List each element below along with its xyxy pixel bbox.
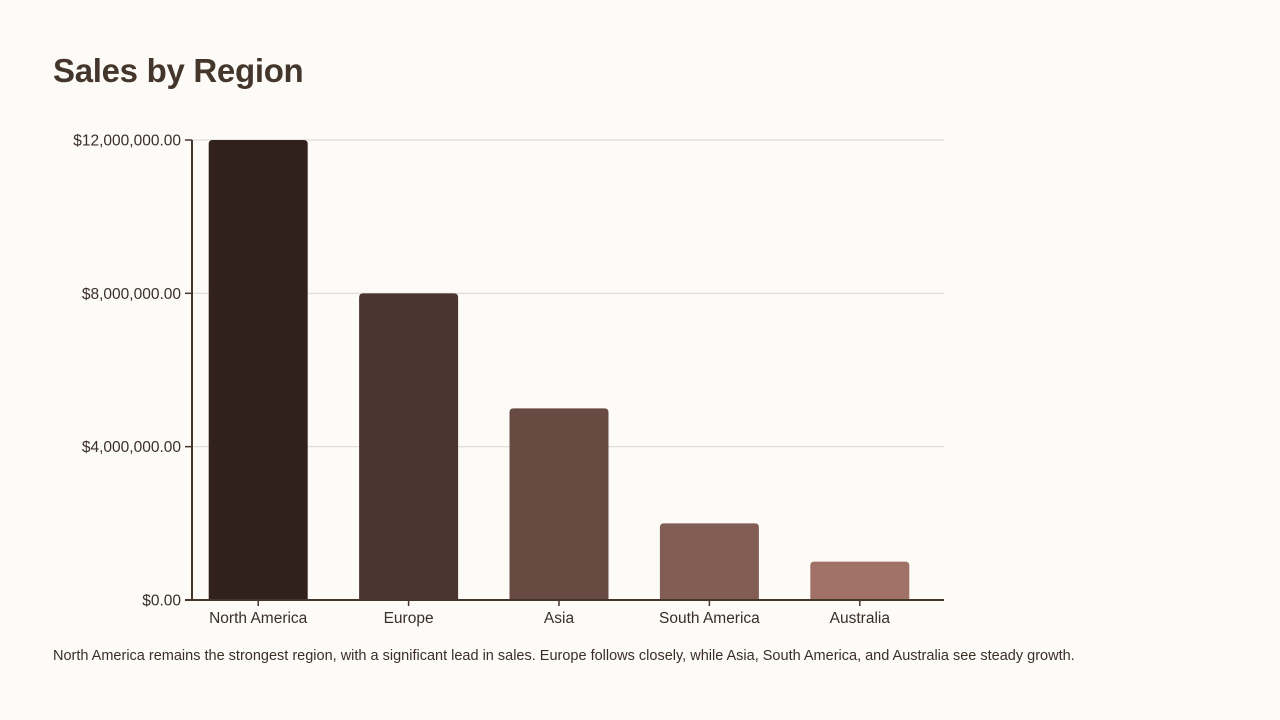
- bar-north-america: [208, 140, 308, 600]
- bar-europe: [359, 293, 459, 600]
- bar-australia: [810, 561, 910, 600]
- x-tick-label: North America: [209, 610, 308, 627]
- axes: [185, 139, 944, 606]
- chart-caption: North America remains the strongest regi…: [53, 648, 1075, 664]
- y-tick-label: $0.00: [142, 593, 181, 610]
- x-tick-label: Asia: [544, 610, 575, 627]
- tick-labels: $0.00 $4,000,000.00 $8,000,000.00 $12,000,0…: [73, 133, 890, 628]
- x-tick-label: Australia: [830, 610, 891, 627]
- page-title: Sales by Region: [53, 52, 304, 89]
- bar-south-america: [659, 523, 759, 600]
- bars: [208, 140, 910, 600]
- x-tick-label: Europe: [384, 610, 434, 627]
- bar-asia: [509, 408, 609, 600]
- y-tick-label: $12,000,000.00: [73, 133, 181, 150]
- x-tick-label: South America: [659, 610, 760, 627]
- y-tick-label: $4,000,000.00: [82, 439, 182, 456]
- y-tick-label: $8,000,000.00: [82, 286, 182, 303]
